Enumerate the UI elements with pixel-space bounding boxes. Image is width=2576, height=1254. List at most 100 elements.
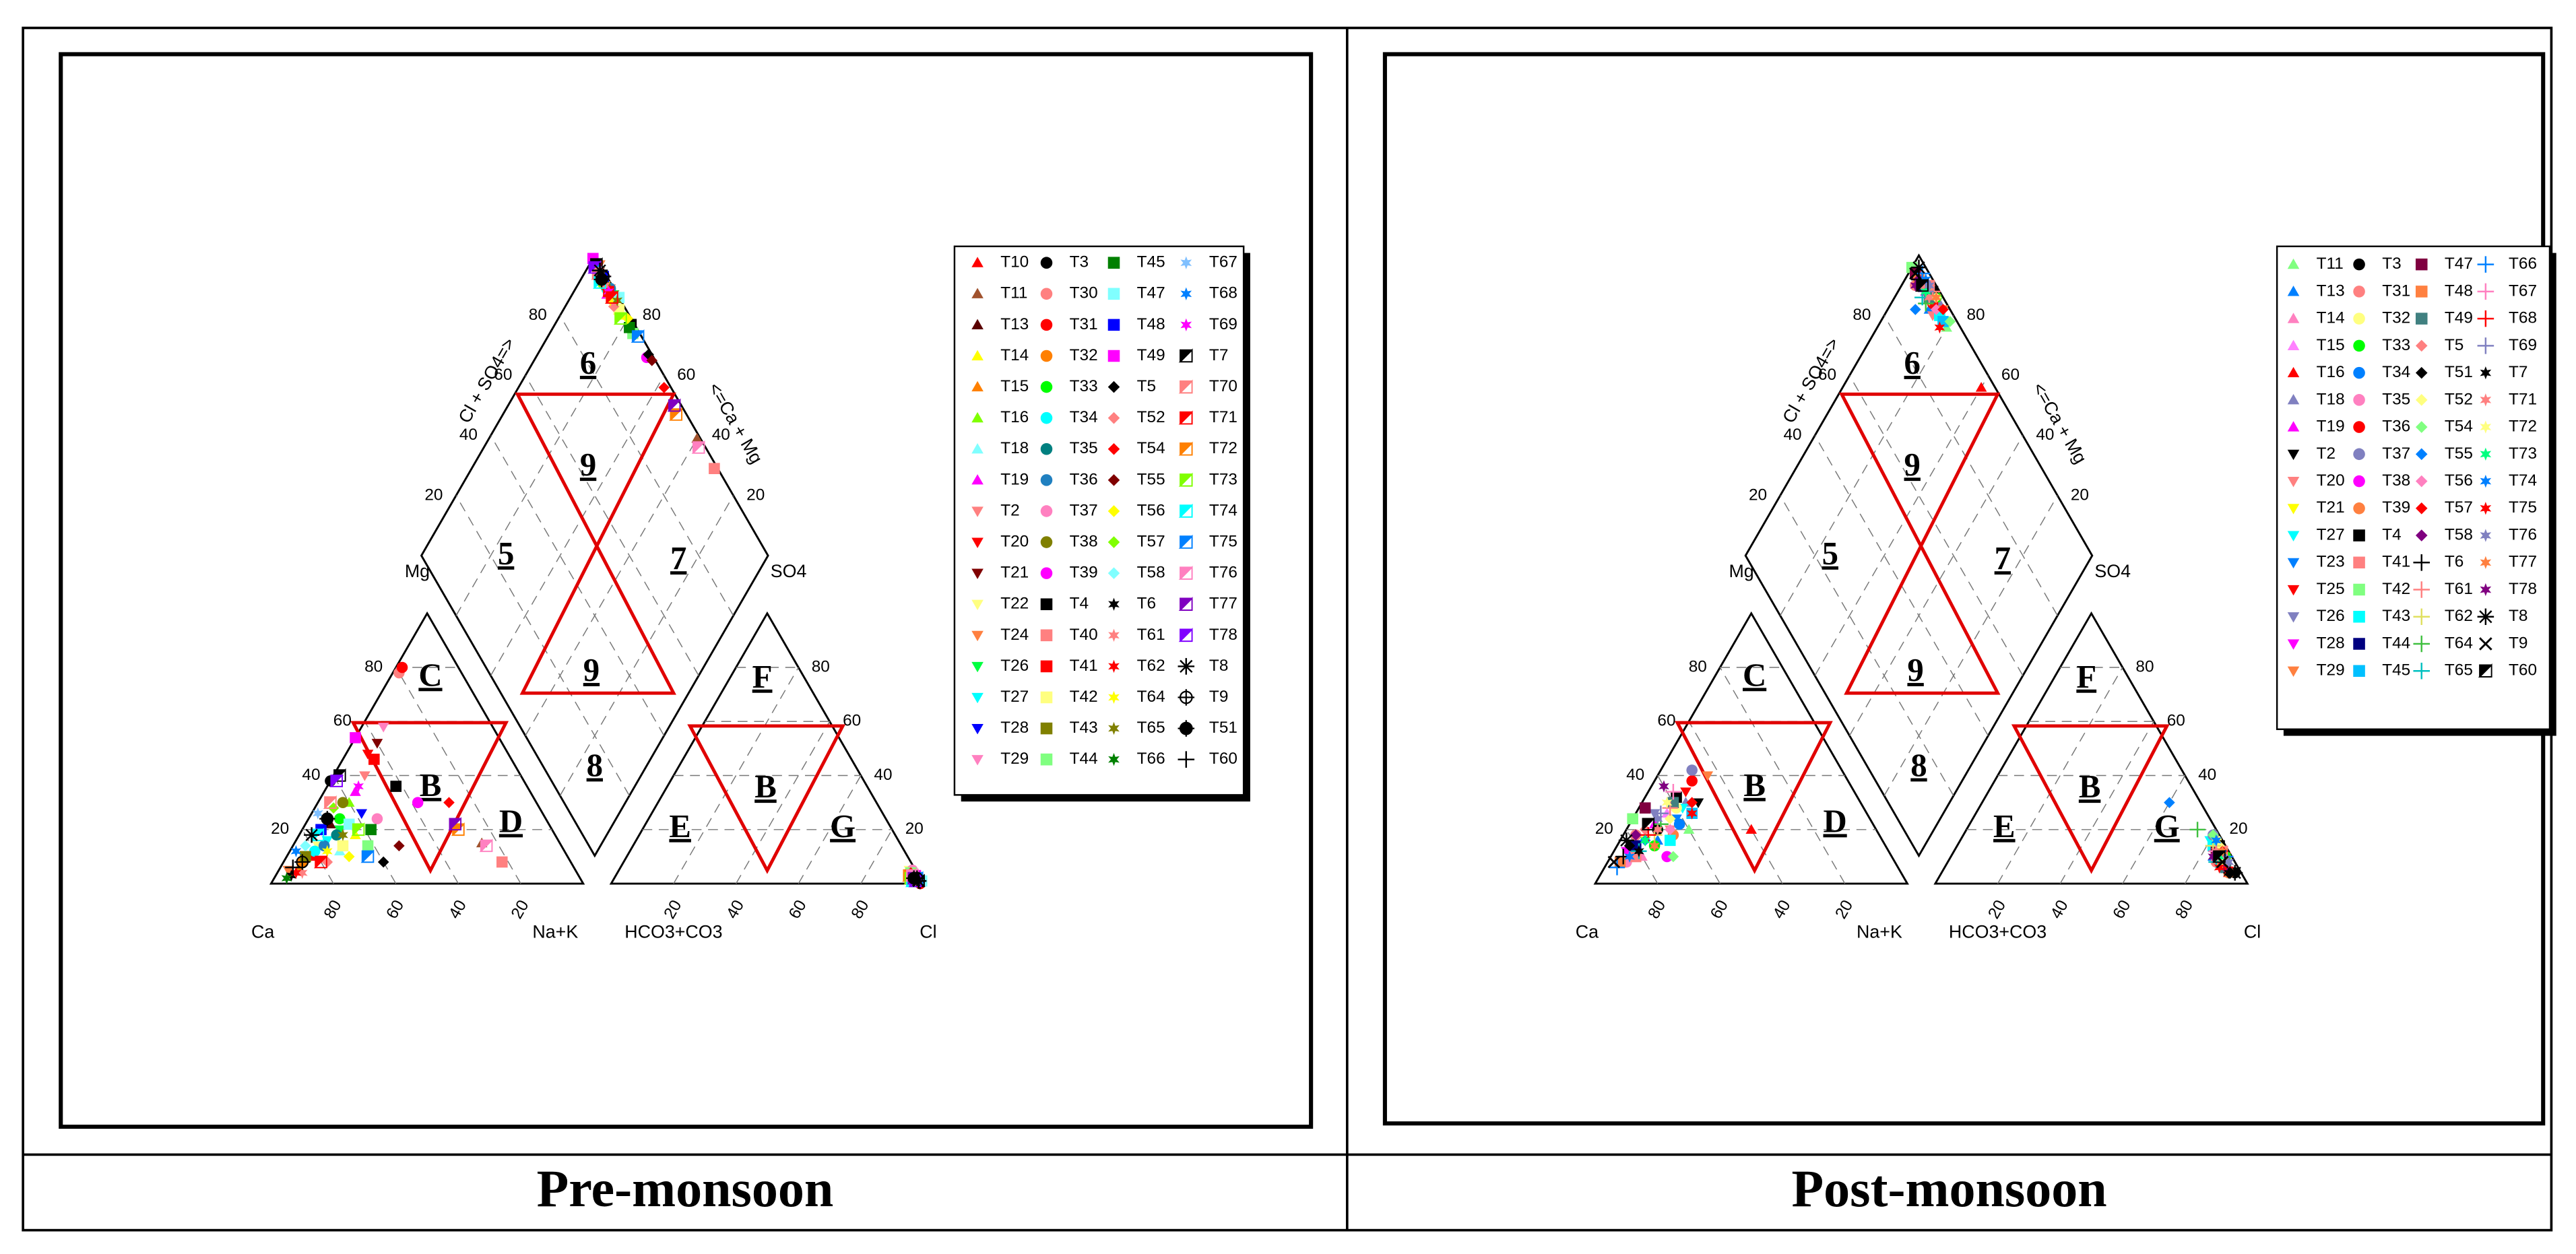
legend-symbol: [1180, 256, 1192, 269]
legend-label: T28: [2317, 634, 2345, 652]
cation-point: [334, 813, 346, 825]
cation-point: [331, 829, 343, 841]
diamond-point: [631, 329, 645, 343]
legend-symbol: [2415, 366, 2428, 379]
cation-point: [412, 797, 424, 808]
legend-symbol: [2353, 448, 2365, 461]
grid-line: [2059, 721, 2154, 884]
legend-label: T5: [1137, 377, 1156, 395]
cation-point: [304, 827, 320, 843]
axis-label: Na+K: [532, 921, 578, 942]
legend-symbol: [2415, 448, 2428, 461]
legend-symbol: [1040, 536, 1053, 548]
legend-label: T52: [2445, 390, 2473, 408]
legend-symbol: [1178, 689, 1195, 706]
legend-label: T9: [2509, 634, 2527, 652]
cation-point: [321, 836, 333, 847]
zone-label: D: [499, 803, 523, 839]
tick-label: 80: [643, 306, 661, 324]
legend-symbol: [1178, 410, 1193, 425]
zone-label: 9: [1907, 652, 1923, 688]
tick-label: 40: [459, 426, 478, 444]
legend-label: T38: [1070, 532, 1098, 550]
legend-symbol: [2353, 556, 2365, 569]
legend-symbol: [1107, 319, 1120, 331]
legend-label: T16: [1000, 408, 1029, 426]
cation-point: [282, 865, 294, 876]
diamond-point: [622, 312, 634, 325]
legend-symbol: [1178, 597, 1193, 611]
axis-label: Na+K: [1857, 921, 1902, 942]
legend-symbol: [971, 568, 984, 579]
diamond-point: [1924, 279, 1935, 292]
grid-line: [1883, 495, 2058, 796]
legend-symbol: [971, 350, 984, 361]
legend-symbol: [1178, 441, 1193, 456]
cation-point: [337, 840, 349, 852]
legend-label: T62: [2445, 607, 2473, 625]
cation-point: [496, 856, 508, 868]
legend-label: T70: [1209, 377, 1237, 395]
legend-symbol: [2353, 421, 2365, 433]
diamond-point: [1924, 291, 1935, 304]
diamond-point: [1914, 278, 1929, 292]
legend-symbol: [1040, 505, 1053, 517]
cation-point: [1683, 824, 1695, 834]
cation-point: [371, 813, 383, 825]
cation-point: [1680, 787, 1692, 797]
legend-label: T54: [1137, 439, 1165, 457]
legend-label: T66: [1137, 750, 1165, 768]
legend-symbol: [2415, 421, 2428, 433]
diamond-point: [593, 271, 610, 288]
legend-label: T2: [1000, 501, 1019, 519]
tick-label: 40: [302, 766, 320, 784]
legend-symbol: [1108, 659, 1120, 673]
anion-point: [911, 873, 927, 889]
legend-symbol: [2353, 638, 2365, 650]
legend-label: T13: [1000, 315, 1029, 333]
legend-symbol: [2287, 531, 2300, 541]
legend-label: T65: [2445, 661, 2473, 680]
grid-line: [735, 721, 831, 884]
legend-symbol: [2478, 663, 2492, 678]
tick-label: 20: [424, 486, 443, 504]
zone-label: G: [830, 808, 856, 845]
zone-label: D: [1824, 803, 1847, 839]
cation-point: [1686, 797, 1698, 808]
legend-label: T15: [2317, 336, 2345, 354]
legend-label: T47: [2445, 255, 2473, 273]
legend-symbol: [2477, 310, 2494, 327]
cation-point: [294, 854, 311, 870]
grid-line: [1780, 495, 1954, 796]
cation-point: [1649, 839, 1660, 852]
legend-symbol: [1040, 598, 1053, 611]
cation-point: [396, 661, 408, 673]
legend-symbol: [971, 411, 984, 423]
legend-label: T24: [1000, 626, 1029, 644]
legend-label: T27: [2317, 525, 2345, 543]
zone-label: 5: [498, 535, 514, 572]
legend-label: T64: [2445, 634, 2473, 652]
legend-symbol: [2287, 612, 2300, 623]
legend-label: T18: [2317, 390, 2345, 408]
anion-point: [2223, 855, 2234, 869]
diamond-point: [646, 355, 658, 366]
zone-label: E: [669, 808, 691, 845]
legend-symbol: [2479, 637, 2492, 651]
zone-label: 8: [587, 748, 603, 784]
legend-label: T30: [1070, 284, 1098, 302]
legend-symbol: [2477, 256, 2494, 273]
tick-label: 20: [2229, 820, 2247, 838]
tick-label: 60: [333, 712, 352, 730]
cation-point: [1662, 800, 1678, 816]
legend-symbol: [1108, 690, 1120, 704]
legend-label: T77: [2509, 553, 2537, 571]
legend-symbol: [2353, 583, 2365, 596]
cation-point: [285, 859, 301, 876]
legend-symbol: [1040, 474, 1053, 486]
legend-symbol: [2353, 339, 2365, 352]
cation-point: [353, 780, 364, 793]
diamond-point: [1910, 304, 1921, 315]
